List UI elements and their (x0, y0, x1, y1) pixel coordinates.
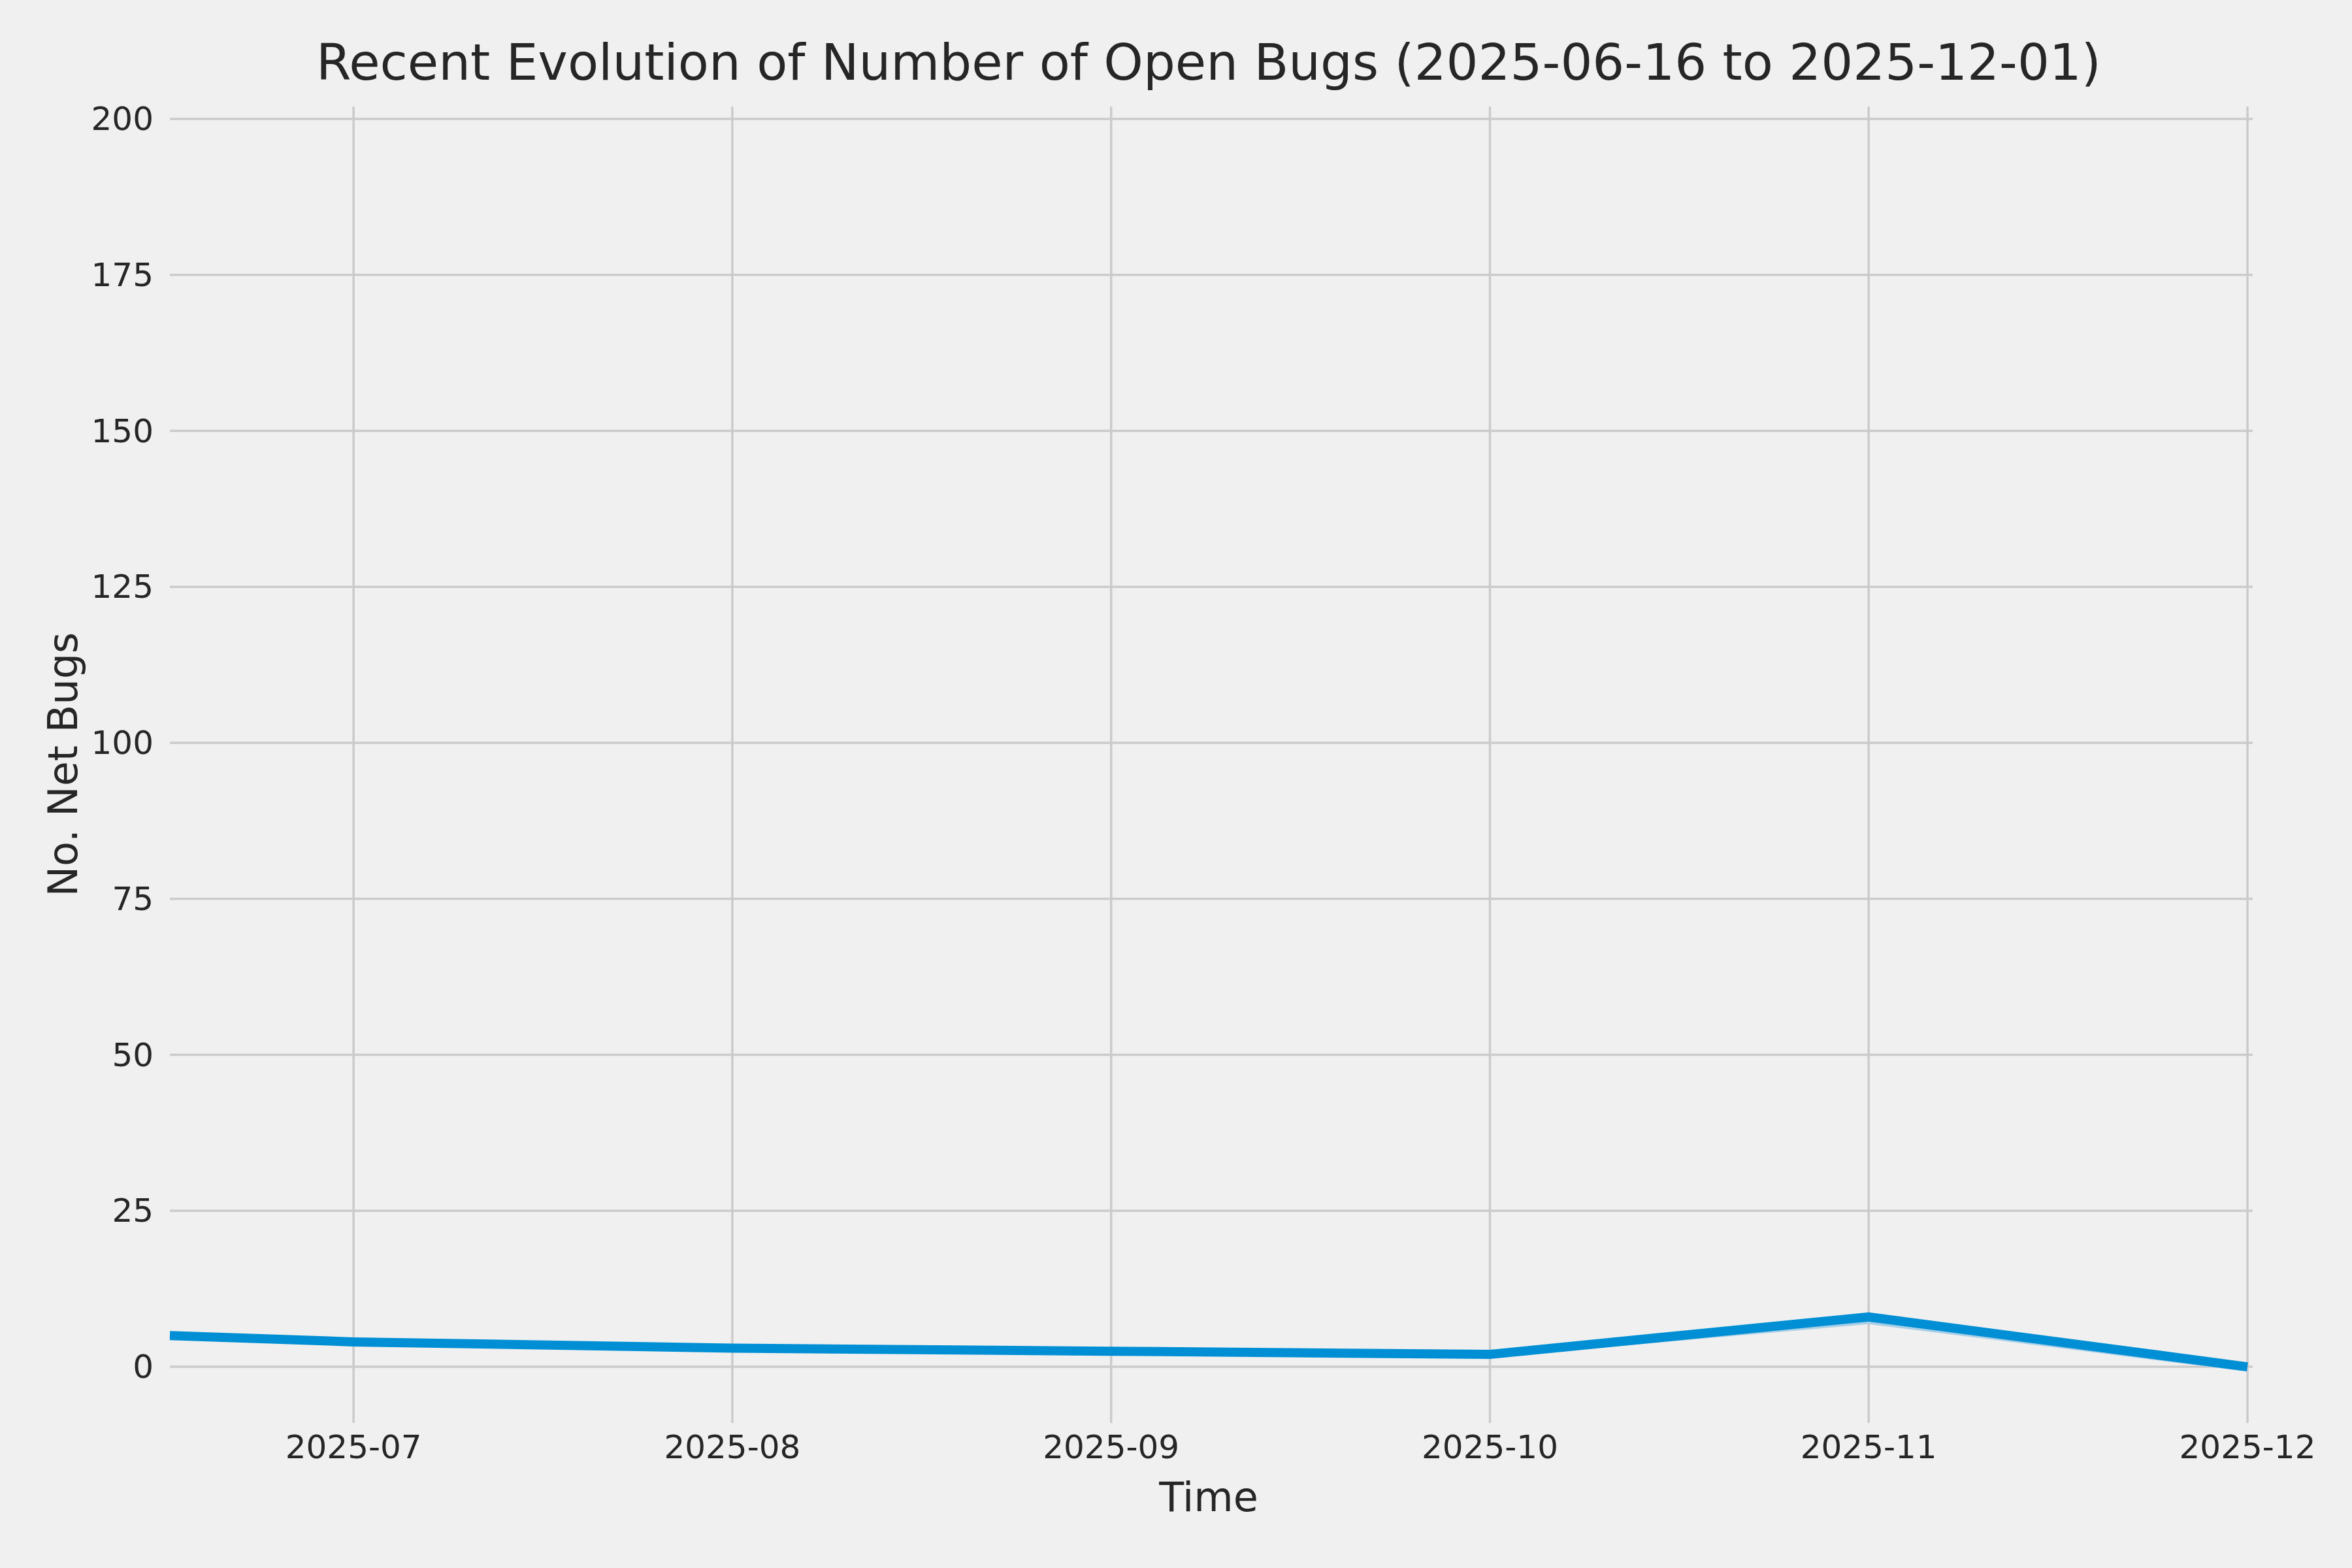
x-tick-label: 2025-10 (1422, 1428, 1558, 1466)
figure: 0 25 50 75 100 125 150 175 200 2025-07 2025-08 2025… (0, 0, 2352, 1568)
series-layer (170, 1317, 2247, 1369)
x-tick-label: 2025-07 (286, 1428, 422, 1466)
x-tick-label: 2025-11 (1801, 1428, 1937, 1466)
x-tick-label: 2025-09 (1043, 1428, 1179, 1466)
y-tick-label: 25 (112, 1192, 154, 1230)
y-tick-label: 75 (112, 880, 154, 918)
y-tick-label: 0 (133, 1348, 154, 1386)
x-tick-label: 2025-12 (2180, 1428, 2316, 1466)
y-tick-label: 50 (112, 1036, 154, 1074)
x-tick-label: 2025-08 (664, 1428, 800, 1466)
y-tick-label: 150 (91, 412, 154, 450)
line-chart: 0 25 50 75 100 125 150 175 200 2025-07 2025-08 2025… (0, 0, 2352, 1568)
y-tick-label: 125 (91, 568, 154, 606)
grid-layer (170, 106, 2253, 1423)
series-line-net-bugs (170, 1317, 2247, 1367)
y-tick-label: 200 (91, 100, 154, 138)
x-axis-label: Time (1158, 1473, 1258, 1521)
tick-layer: 0 25 50 75 100 125 150 175 200 2025-07 2025-08 2025… (91, 100, 2316, 1466)
y-axis-label: No. Net Bugs (39, 632, 87, 897)
chart-title: Recent Evolution of Number of Open Bugs … (316, 33, 2101, 91)
y-tick-label: 175 (91, 256, 154, 294)
y-tick-label: 100 (91, 724, 154, 762)
